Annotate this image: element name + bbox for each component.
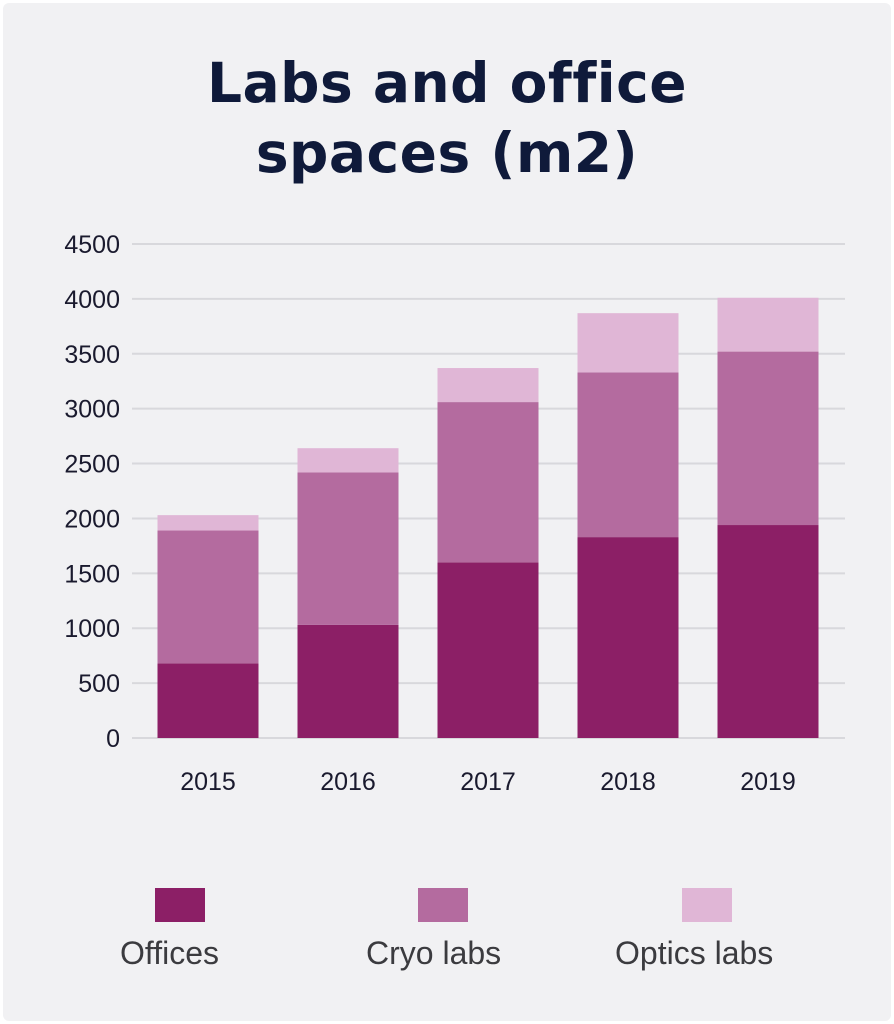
y-tick-label-2000: 2000	[64, 505, 120, 533]
x-tick-label-2015: 2015	[180, 768, 236, 796]
y-tick-label-4000: 4000	[64, 286, 120, 314]
bar-2019-offices	[717, 525, 819, 738]
bar-2018-optics-labs	[577, 313, 679, 373]
bar-2015-offices	[157, 663, 259, 738]
bar-2015-optics-labs	[157, 515, 259, 531]
legend: Offices Cryo labs Optics labs	[0, 885, 894, 1005]
legend-swatch-optics-labs	[682, 888, 732, 922]
y-tick-label-4500: 4500	[64, 231, 120, 259]
x-tick-label-2017: 2017	[460, 768, 516, 796]
bar-2015-cryo-labs	[157, 530, 259, 664]
bar-2017-cryo-labs	[437, 402, 539, 563]
chart-title-line-2: spaces (m2)	[255, 121, 639, 185]
chart-title: Labs and office spaces (m2)	[0, 48, 894, 188]
legend-item-optics-labs: Optics labs	[615, 885, 835, 995]
y-tick-label-0: 0	[106, 725, 120, 753]
legend-item-offices: Offices	[120, 885, 340, 995]
legend-label-cryo-labs: Cryo labs	[366, 935, 502, 971]
y-tick-label-1500: 1500	[64, 560, 120, 588]
legend-item-cryo-labs: Cryo labs	[366, 885, 586, 995]
y-tick-label-3500: 3500	[64, 341, 120, 369]
bar-2018-cryo-labs	[577, 372, 679, 538]
legend-swatch-cryo-labs	[418, 888, 468, 922]
legend-swatch-offices	[155, 888, 205, 922]
legend-label-optics-labs: Optics labs	[615, 935, 774, 971]
bar-2016-offices	[297, 624, 399, 738]
chart-title-line-1: Labs and office	[206, 51, 688, 115]
y-tick-label-500: 500	[78, 670, 120, 698]
bar-2017-optics-labs	[437, 368, 539, 403]
bar-2019-cryo-labs	[717, 351, 819, 526]
y-tick-label-2500: 2500	[64, 451, 120, 479]
bar-2019-optics-labs	[717, 297, 819, 352]
x-tick-label-2018: 2018	[600, 768, 656, 796]
legend-label-offices: Offices	[120, 935, 219, 971]
x-tick-label-2016: 2016	[320, 768, 376, 796]
x-tick-label-2019: 2019	[740, 768, 796, 796]
bar-2016-cryo-labs	[297, 472, 399, 625]
y-tick-label-1000: 1000	[64, 615, 120, 643]
y-tick-label-3000: 3000	[64, 396, 120, 424]
bar-2017-offices	[437, 562, 539, 738]
bar-2018-offices	[577, 537, 679, 738]
bar-2016-optics-labs	[297, 448, 399, 473]
stacked-bar-chart: 0 500 1000 1500 2000 2500 3000 3500 4000 4500 2015…	[64, 231, 845, 796]
